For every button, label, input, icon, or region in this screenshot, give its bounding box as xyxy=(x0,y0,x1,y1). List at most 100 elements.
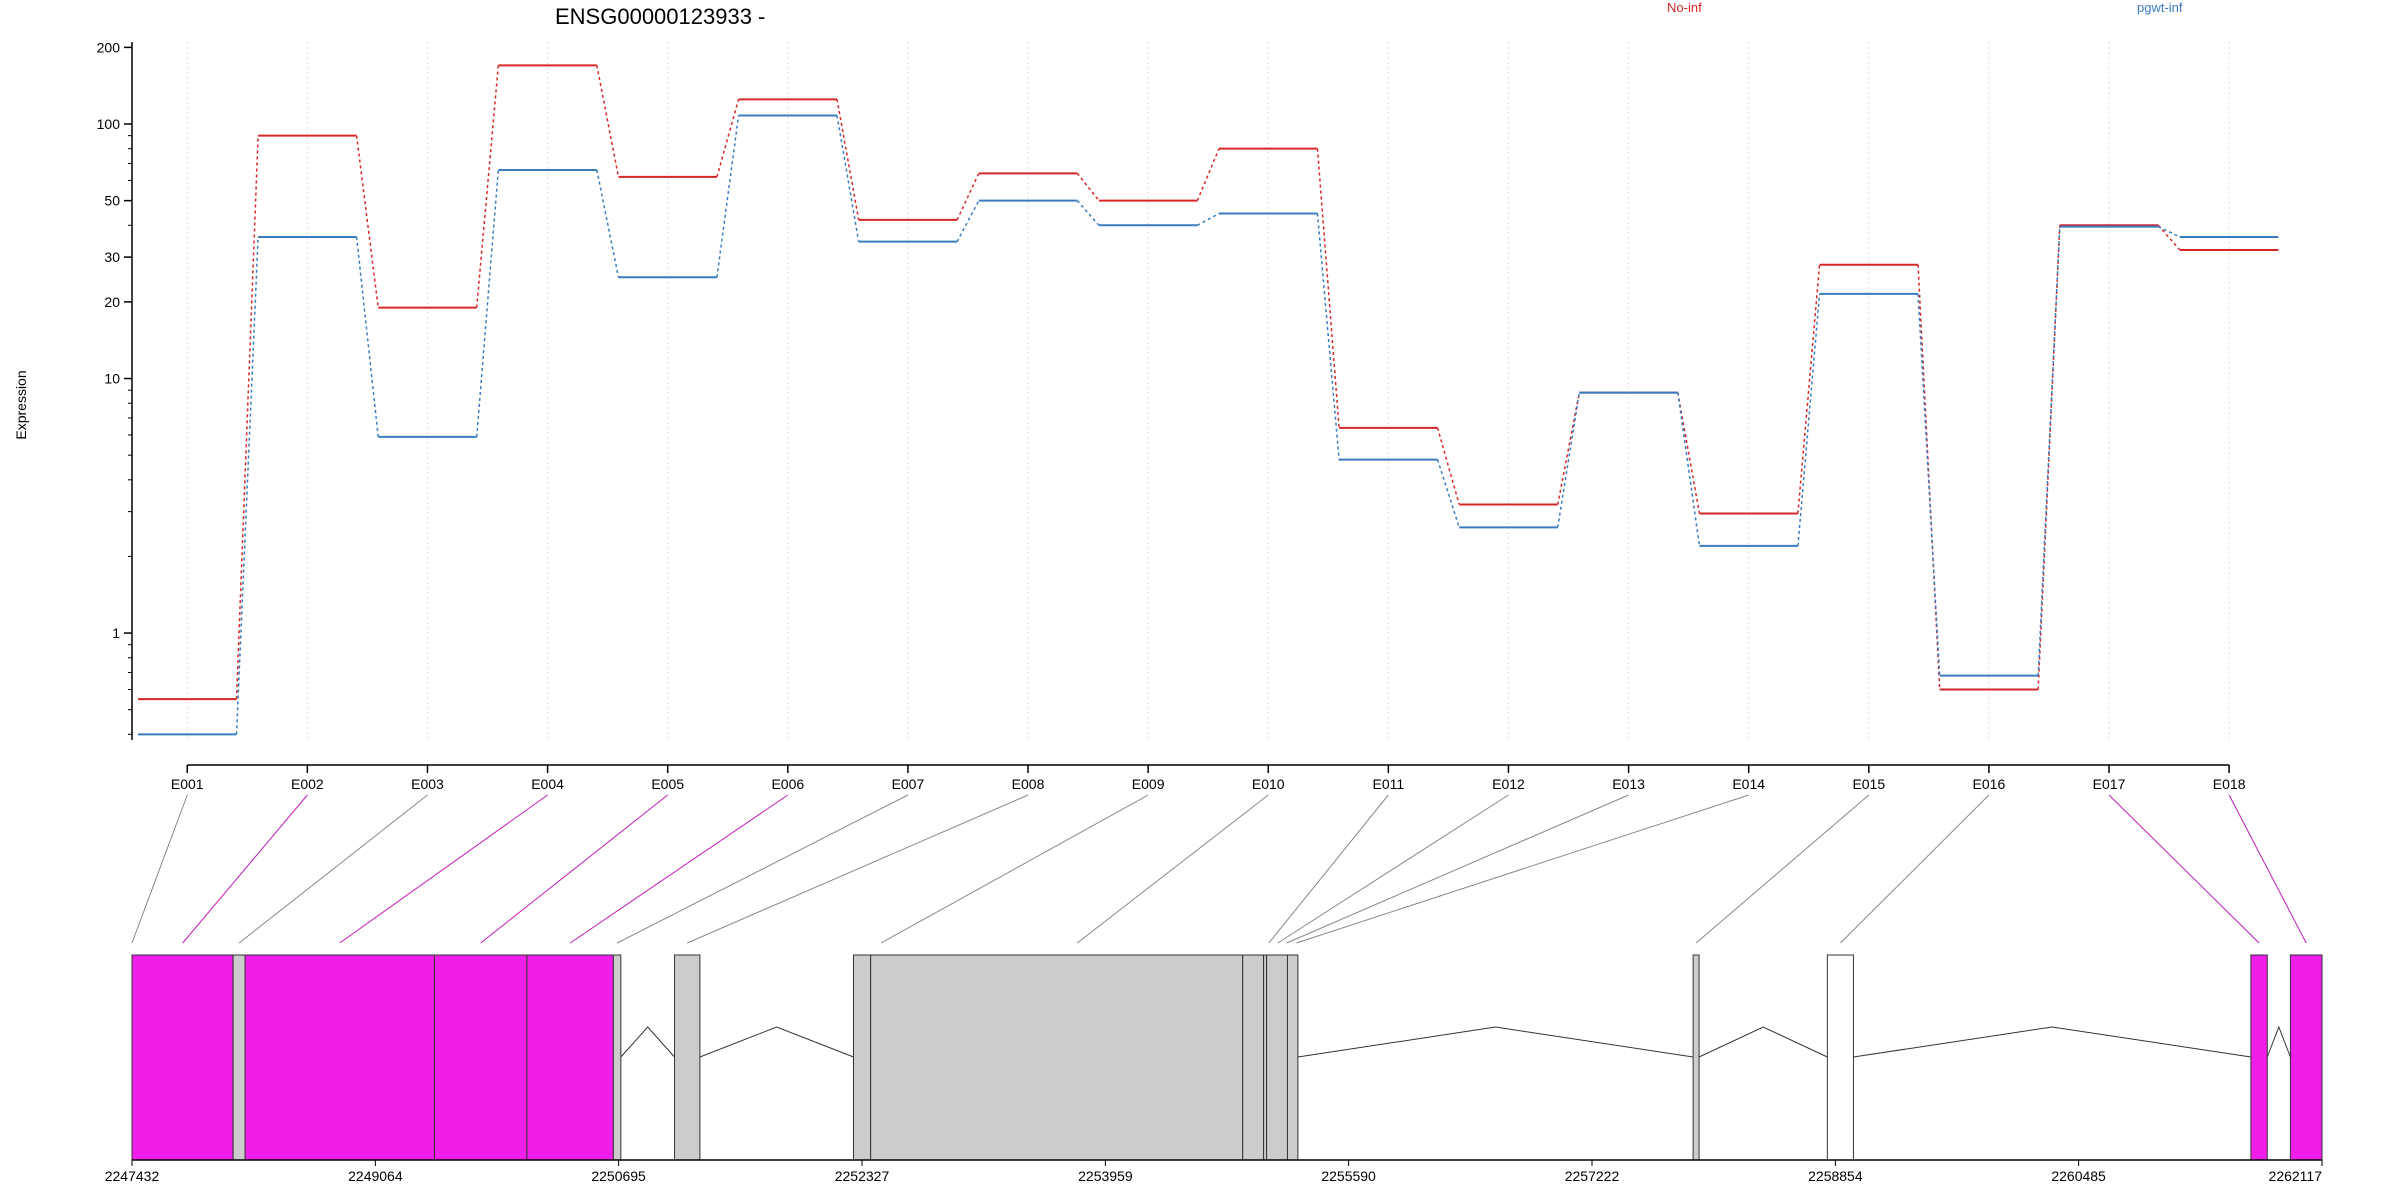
coord-tick-label-2247432: 2247432 xyxy=(105,1168,160,1184)
series-pgwt-inf xyxy=(138,114,2279,736)
y-tick-label-10: 10 xyxy=(104,371,120,387)
exon-block-14 xyxy=(1692,954,1700,1161)
coord-tick-label-2250695: 2250695 xyxy=(591,1168,646,1184)
series-pgwt-inf-connector xyxy=(1556,392,1581,528)
coord-tick-label-2258854: 2258854 xyxy=(1808,1168,1863,1184)
legend-entry-pgwt-inf: pgwt-inf xyxy=(2137,0,2183,15)
exon-link-e010 xyxy=(1076,794,1269,944)
exon-block-6 xyxy=(612,954,622,1161)
exon-link-e015 xyxy=(1695,794,1870,944)
exon-link-e002 xyxy=(182,794,308,944)
series-no-inf-connector xyxy=(1076,172,1100,202)
y-tick-label-50: 50 xyxy=(104,193,120,209)
exon-block-7 xyxy=(674,954,701,1161)
series-pgwt-inf-connector xyxy=(1917,293,1941,676)
exon-block-17 xyxy=(2289,954,2323,1161)
series-pgwt-inf-connector xyxy=(1197,212,1220,226)
exon-link-e001 xyxy=(131,794,188,944)
exon-block-2 xyxy=(232,954,246,1161)
chart-title: ENSG00000123933 - xyxy=(555,4,765,29)
exon-block-9 xyxy=(870,954,1244,1161)
exon-block-1 xyxy=(131,954,234,1161)
series-no-inf-connector xyxy=(475,65,500,308)
series-no-inf-connector xyxy=(1797,264,1821,514)
series-pgwt-inf-connector xyxy=(1677,392,1701,546)
x-tick-label-e009: E009 xyxy=(1132,776,1165,792)
exon-block-16 xyxy=(2250,954,2268,1161)
y-tick-label-1: 1 xyxy=(112,625,120,641)
y-tick-label-30: 30 xyxy=(104,249,120,265)
series-no-inf-connector xyxy=(836,99,860,221)
exon-block-5 xyxy=(526,954,614,1161)
coord-tick-label-2255590: 2255590 xyxy=(1321,1168,1376,1184)
coord-tick-label-2253959: 2253959 xyxy=(1078,1168,1133,1184)
x-tick-label-e011: E011 xyxy=(1373,776,1405,792)
series-pgwt-inf-connector xyxy=(1316,213,1340,460)
exon-link-e004 xyxy=(339,794,548,944)
exon-block-10 xyxy=(1242,954,1265,1161)
exon-link-e018 xyxy=(2228,794,2307,944)
exon-link-e003 xyxy=(238,794,428,944)
series-no-inf-connector xyxy=(716,99,740,178)
series-no-inf-connector xyxy=(596,65,620,177)
x-tick-label-e004: E004 xyxy=(531,776,564,792)
coord-tick-label-2257222: 2257222 xyxy=(1565,1168,1620,1184)
y-axis-label: Expression xyxy=(13,370,29,439)
series-no-inf-connector xyxy=(1196,148,1220,201)
exon-block-12 xyxy=(1266,954,1288,1161)
exon-link-e005 xyxy=(480,794,669,944)
series-no-inf-connector xyxy=(1677,392,1701,514)
x-tick-label-e012: E012 xyxy=(1492,776,1525,792)
exon-link-e009 xyxy=(880,794,1149,944)
y-tick-label-200: 200 xyxy=(97,39,121,55)
series-pgwt-inf-connector xyxy=(836,115,860,242)
series-no-inf-connector xyxy=(2157,224,2181,251)
x-tick-label-e003: E003 xyxy=(411,776,444,792)
series-pgwt-inf-connector xyxy=(596,169,620,278)
x-tick-label-e010: E010 xyxy=(1252,776,1285,792)
gene-model: 2247432 2249064 2250695 2252327 2253959 22555… xyxy=(105,954,2323,1184)
intron-6 xyxy=(2266,1025,2291,1058)
x-tick-label-e006: E006 xyxy=(771,776,804,792)
coord-tick-label-2249064: 2249064 xyxy=(348,1168,403,1184)
coord-tick-label-2262117: 2262117 xyxy=(2269,1168,2323,1184)
coord-tick-label-2252327: 2252327 xyxy=(835,1168,890,1184)
series-pgwt-inf-connector xyxy=(475,169,500,437)
exon-block-3 xyxy=(244,954,435,1161)
intron-3 xyxy=(1297,1026,1694,1058)
exon-link-e011 xyxy=(1268,794,1389,944)
intron-2 xyxy=(699,1026,854,1058)
series-pgwt-inf-connector xyxy=(235,236,259,735)
series-no-inf-connector xyxy=(235,135,259,700)
x-tick-label-e013: E013 xyxy=(1612,776,1645,792)
x-tick-label-e018: E018 xyxy=(2213,776,2246,792)
coord-tick-label-2260485: 2260485 xyxy=(2051,1168,2106,1184)
y-tick-label-20: 20 xyxy=(104,294,120,310)
x-tick-label-e015: E015 xyxy=(1852,776,1885,792)
series-pgwt-inf-connector xyxy=(2037,226,2061,676)
exon-link-e007 xyxy=(616,794,909,944)
exon-link-e006 xyxy=(569,794,789,944)
x-tick-label-e017: E017 xyxy=(2093,776,2126,792)
series-pgwt-inf-connector xyxy=(355,236,379,437)
series-lines xyxy=(138,64,2279,736)
x-tick-label-e001: E001 xyxy=(171,776,204,792)
series-no-inf-connector xyxy=(956,173,980,221)
exon-link-lines xyxy=(131,794,2307,944)
exon-link-e013 xyxy=(1286,794,1629,944)
exon-link-e012 xyxy=(1277,794,1509,944)
x-tick-label-e007: E007 xyxy=(892,776,925,792)
exon-block-15 xyxy=(1826,954,1854,1161)
exon-link-e016 xyxy=(1840,794,1990,944)
x-tick-label-e014: E014 xyxy=(1732,776,1765,792)
intron-1 xyxy=(620,1026,675,1058)
legend-entry-no-inf: No-inf xyxy=(1667,0,1702,15)
series-pgwt-inf-connector xyxy=(1076,200,1100,226)
y-tick-label-100: 100 xyxy=(97,116,121,132)
series-no-inf-connector xyxy=(1436,427,1460,505)
intron-5 xyxy=(1853,1026,2251,1058)
series-no-inf-connector xyxy=(1316,148,1340,428)
exon-block-8 xyxy=(852,954,872,1161)
x-tick-label-e002: E002 xyxy=(291,776,324,792)
